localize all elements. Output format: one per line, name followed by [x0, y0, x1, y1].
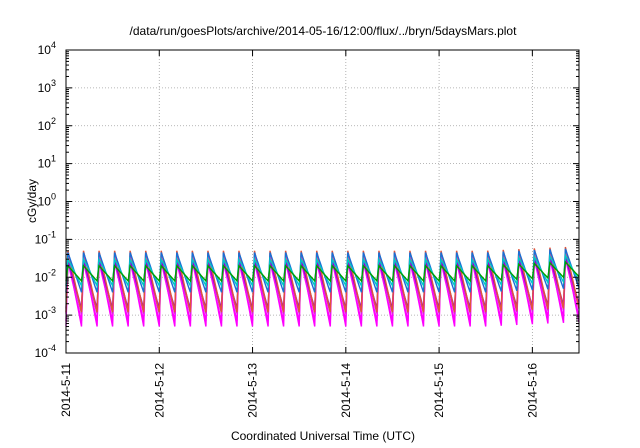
y-tick-label: 10-4	[35, 343, 56, 360]
series-group	[65, 246, 580, 327]
x-axis-label: Coordinated Universal Time (UTC)	[231, 429, 415, 443]
x-tick-label: 2014-5-11	[59, 363, 73, 417]
y-tick-exponent: -4	[48, 343, 56, 353]
chart-title: /data/run/goesPlots/archive/2014-05-16/1…	[130, 24, 518, 38]
series-line-8	[65, 260, 580, 283]
x-tick-label: 2014-5-12	[152, 363, 166, 418]
x-tick-label: 2014-5-14	[339, 363, 353, 418]
x-tick-label: 2014-5-16	[525, 363, 539, 418]
y-tick-label: 102	[38, 116, 56, 133]
y-tick-exponent: 4	[51, 40, 56, 50]
x-tick-labels: 2014-5-11 2014-5-12 2014-5-13 2014-5-14 2014…	[59, 363, 539, 418]
y-tick-label: 103	[38, 78, 56, 95]
y-tick-exponent: 2	[51, 116, 56, 126]
y-tick-exponent: -3	[48, 305, 56, 315]
y-tick-label: 10-1	[35, 229, 56, 246]
y-tick-label: 10-2	[35, 267, 56, 284]
x-tick-label: 2014-5-15	[432, 363, 446, 418]
y-tick-exponent: -1	[48, 229, 56, 239]
y-tick-exponent: 3	[51, 78, 56, 88]
x-tick-label: 2014-5-13	[246, 363, 260, 418]
series-line-4	[65, 256, 580, 309]
y-tick-label: 10-3	[35, 305, 56, 322]
y-tick-label: 100	[38, 192, 56, 209]
y-tick-exponent: -2	[48, 267, 56, 277]
series-line-7	[65, 252, 580, 289]
series-line-5	[65, 246, 580, 313]
y-axis-label: cGy/day	[25, 179, 39, 223]
y-tick-exponent: 0	[51, 192, 56, 202]
series-line-2	[65, 258, 580, 322]
y-tick-exponent: 1	[51, 154, 56, 164]
plot-frame	[65, 49, 580, 354]
y-tick-label: 104	[38, 40, 56, 57]
y-tick-label: 101	[38, 154, 56, 171]
